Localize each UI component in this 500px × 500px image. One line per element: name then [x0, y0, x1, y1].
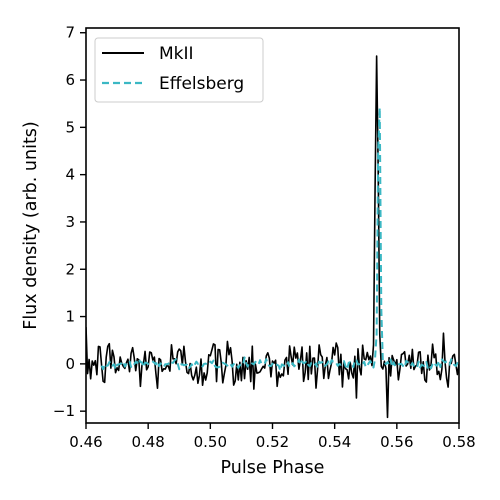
y-axis-label: Flux density (arb. units) [21, 121, 41, 330]
y-tick-label: −1 [53, 402, 75, 420]
x-tick-label: 0.54 [318, 433, 351, 451]
y-tick-label: 5 [65, 118, 75, 136]
x-tick-label: 0.56 [380, 433, 413, 451]
x-tick-label: 0.52 [256, 433, 289, 451]
x-tick-label: 0.58 [442, 433, 475, 451]
legend-label-effelsberg: Effelsberg [159, 74, 244, 94]
y-tick-label: 0 [65, 355, 75, 373]
y-tick-label: 3 [65, 213, 75, 231]
y-tick-label: 2 [65, 260, 75, 278]
x-tick-label: 0.50 [194, 433, 227, 451]
series-line-mkii [86, 55, 459, 419]
series-layer [86, 55, 459, 419]
y-tick-label: 6 [65, 71, 75, 89]
y-tick-label: 7 [65, 24, 75, 42]
x-axis-label: Pulse Phase [221, 458, 325, 478]
x-tick-label: 0.46 [69, 433, 102, 451]
y-tick-label: 1 [65, 308, 75, 326]
x-tick-label: 0.48 [131, 433, 164, 451]
legend: MkII Effelsberg [94, 37, 264, 103]
axes-layer: 0.46 0.48 0.50 0.52 0.54 0.56 0.58 −1 0 1 2 3 4 5 6 7 [53, 24, 476, 451]
legend-label-mkii: MkII [159, 44, 194, 64]
y-tick-label: 4 [65, 166, 75, 184]
series-line-effelsberg [100, 106, 459, 372]
